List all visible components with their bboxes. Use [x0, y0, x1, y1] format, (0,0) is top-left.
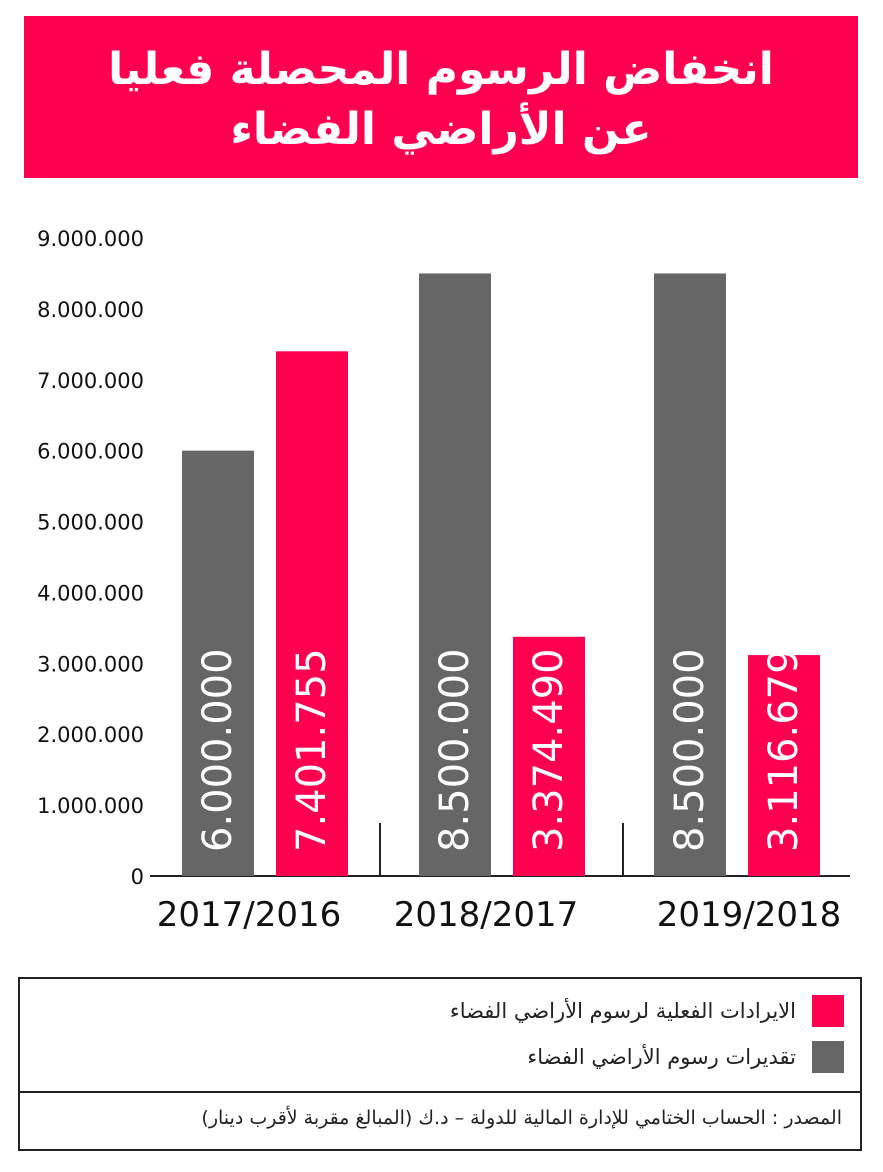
source-note: المصدر : الحساب الختامي للإدارة المالية … [201, 1107, 842, 1129]
bar-data-label: 3.116.679 [761, 648, 807, 852]
bar-data-label: 8.500.000 [432, 648, 478, 852]
bar-actual [513, 636, 585, 876]
x-category-label: 2018/2017 [394, 895, 579, 935]
x-category-label: 2017/2016 [157, 895, 342, 935]
bar-data-label: 6.000.000 [195, 648, 241, 852]
y-tick-label: 5.000.000 [37, 511, 144, 535]
legend-item-estimate: تقديرات رسوم الأراضي الفضاء [527, 1041, 844, 1073]
legend-box: الايرادات الفعلية لرسوم الأراضي الفضاء ت… [18, 977, 862, 1151]
y-tick-label: 7.000.000 [37, 369, 144, 393]
y-tick-label: 4.000.000 [37, 581, 144, 605]
bar-actual [748, 655, 820, 876]
title-line-1: انخفاض الرسوم المحصلة فعليا [108, 44, 774, 95]
bar-estimate [654, 273, 726, 876]
legend-divider [20, 1091, 860, 1093]
y-tick-label: 9.000.000 [37, 227, 144, 251]
bar-estimate [182, 450, 254, 876]
bar-data-label: 8.500.000 [667, 648, 713, 852]
legend-item-actual: الايرادات الفعلية لرسوم الأراضي الفضاء [450, 995, 844, 1027]
y-tick-label: 1.000.000 [37, 794, 144, 818]
legend-label-estimate: تقديرات رسوم الأراضي الفضاء [527, 1045, 796, 1069]
legend-label-actual: الايرادات الفعلية لرسوم الأراضي الفضاء [449, 999, 796, 1023]
bar-actual [276, 351, 348, 876]
bar-chart: 0 1.000.000 2.000.000 3.000.000 4.000.000 5.0… [37, 227, 850, 935]
bar-estimate [419, 273, 491, 876]
title-line-2: عن الأراضي الفضاء [230, 104, 652, 155]
y-tick-label: 2.000.000 [37, 723, 144, 747]
y-tick-label: 8.000.000 [37, 298, 144, 322]
legend-swatch-estimate [812, 1041, 844, 1073]
title-banner: انخفاض الرسوم المحصلة فعليا عن الأراضي ا… [24, 16, 858, 178]
y-tick-label: 6.000.000 [37, 440, 144, 464]
legend-swatch-actual [812, 995, 844, 1027]
x-category-label: 2019/2018 [657, 895, 842, 935]
bar-data-label: 7.401.755 [289, 648, 335, 852]
y-tick-label: 3.000.000 [37, 652, 144, 676]
y-tick-label: 0 [131, 865, 144, 889]
bar-data-label: 3.374.490 [526, 648, 572, 852]
